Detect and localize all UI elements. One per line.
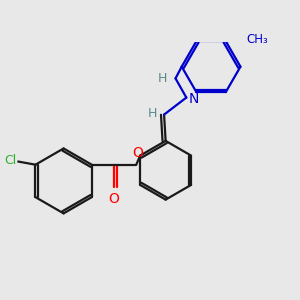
Text: H: H bbox=[158, 72, 167, 85]
Text: N: N bbox=[188, 92, 199, 106]
Text: O: O bbox=[132, 146, 143, 160]
Text: CH₃: CH₃ bbox=[247, 33, 268, 46]
Text: H: H bbox=[148, 106, 157, 119]
Text: Cl: Cl bbox=[5, 154, 17, 167]
Text: O: O bbox=[109, 192, 119, 206]
